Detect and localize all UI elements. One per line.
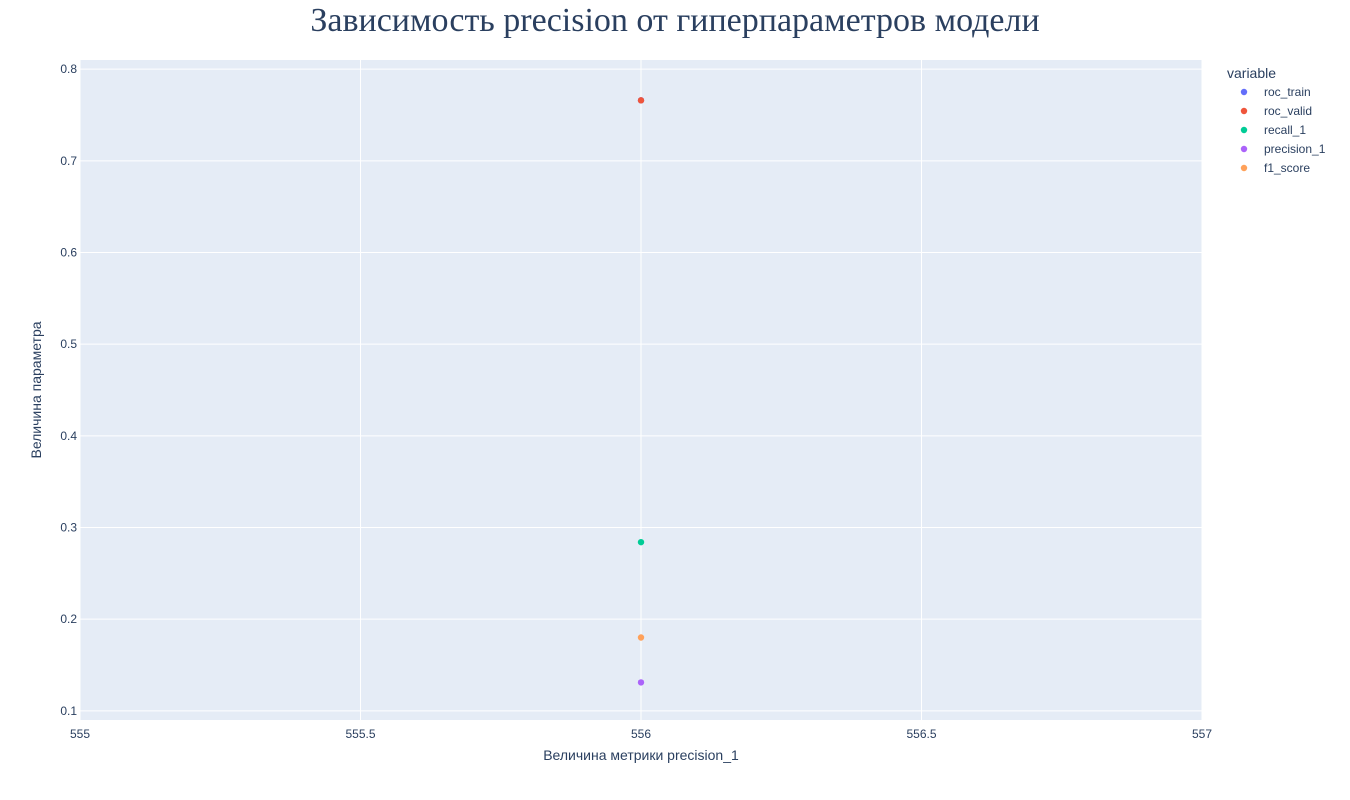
legend-label: roc_train [1264,85,1311,99]
data-point-recall_1[interactable] [637,538,645,546]
legend-title: variable [1227,65,1276,81]
x-tick-label: 556.5 [906,727,936,741]
legend-label: f1_score [1264,161,1310,175]
y-tick-label: 0.3 [60,521,77,535]
x-tick-label: 555.5 [345,727,375,741]
x-tick-label: 555 [70,727,90,741]
data-point-roc_valid[interactable] [637,97,645,104]
legend: variable roc_train roc_valid recall_1preci… [1227,65,1326,175]
legend-label: recall_1 [1264,123,1306,137]
y-axis-ticks: 0.1 0.2 0.3 0.4 0.5 0.6 0.7 0.8 [60,62,77,718]
y-tick-label: 0.5 [60,337,77,351]
legend-item-recall_1[interactable]: recall_1 [1240,123,1307,137]
legend-label: precision_1 [1264,142,1326,156]
data-points[interactable] [637,97,645,686]
legend-label: roc_valid [1264,104,1312,118]
x-tick-label: 557 [1192,727,1212,741]
data-point-precision_1[interactable] [637,679,645,686]
legend-items[interactable]: roc_train roc_valid recall_1 precision_1 f1_… [1240,85,1326,175]
y-axis-title: Величина параметра [28,321,44,458]
x-axis-title: Величина метрики precision_1 [543,747,739,763]
x-axis-ticks: 555 555.5 556 556.5 557 [70,727,1212,741]
legend-marker [1240,126,1248,134]
y-tick-label: 0.2 [60,612,77,626]
legend-item-f1_score[interactable]: f1_score [1240,161,1311,175]
legend-item-roc_valid[interactable]: roc_valid [1240,104,1312,118]
grid-lines [79,60,1203,720]
y-tick-label: 0.7 [60,154,77,168]
legend-marker [1240,164,1248,172]
y-tick-label: 0.8 [60,62,77,76]
data-point-f1_score[interactable] [637,634,645,641]
y-tick-label: 0.1 [60,704,77,718]
legend-item-precision_1[interactable]: precision_1 [1240,142,1326,156]
legend-marker [1240,88,1248,96]
y-tick-label: 0.6 [60,246,77,260]
legend-marker [1240,107,1248,115]
chart-title: Зависимость precision от гиперпараметров… [310,2,1039,39]
y-tick-label: 0.4 [60,429,77,443]
legend-marker [1240,145,1248,153]
x-tick-label: 556 [631,727,651,741]
legend-item-roc_train[interactable]: roc_train [1240,85,1311,99]
